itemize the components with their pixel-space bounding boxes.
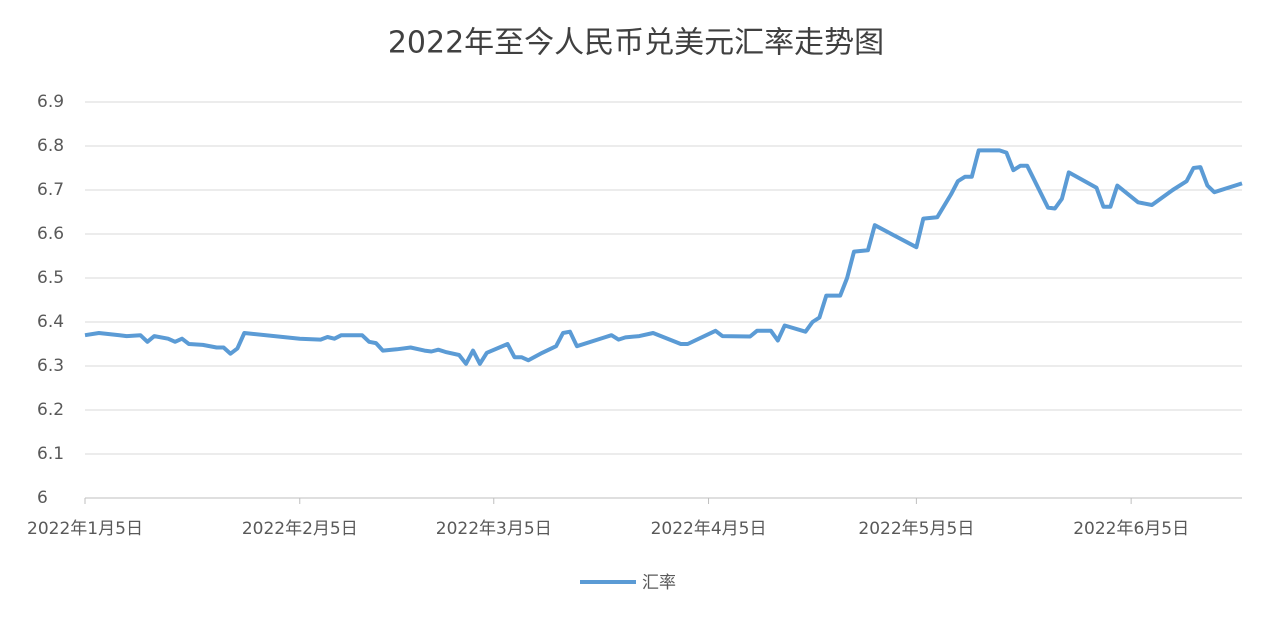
y-tick-label: 6.9 xyxy=(37,92,64,112)
x-tick-label: 2022年3月5日 xyxy=(436,519,552,539)
x-tick-label: 2022年1月5日 xyxy=(27,519,143,539)
y-tick-label: 6.1 xyxy=(37,444,64,464)
y-tick-label: 6.4 xyxy=(37,312,64,332)
x-tick-label: 2022年2月5日 xyxy=(242,519,358,539)
y-tick-label: 6.8 xyxy=(37,136,64,156)
y-tick-label: 6 xyxy=(37,488,48,508)
y-tick-label: 6.2 xyxy=(37,400,64,420)
data-line xyxy=(84,148,1243,366)
y-tick-label: 6.5 xyxy=(37,268,64,288)
chart-title: 2022年至今人民币兑美元汇率走势图 xyxy=(388,26,884,61)
legend-label: 汇率 xyxy=(642,573,676,593)
y-tick-label: 6.6 xyxy=(37,224,64,244)
x-tick-label: 2022年4月5日 xyxy=(651,519,767,539)
x-tick-label: 2022年6月5日 xyxy=(1073,519,1189,539)
y-tick-label: 6.3 xyxy=(37,356,64,376)
y-tick-label: 6.7 xyxy=(37,180,64,200)
x-tick-label: 2022年5月5日 xyxy=(858,519,974,539)
